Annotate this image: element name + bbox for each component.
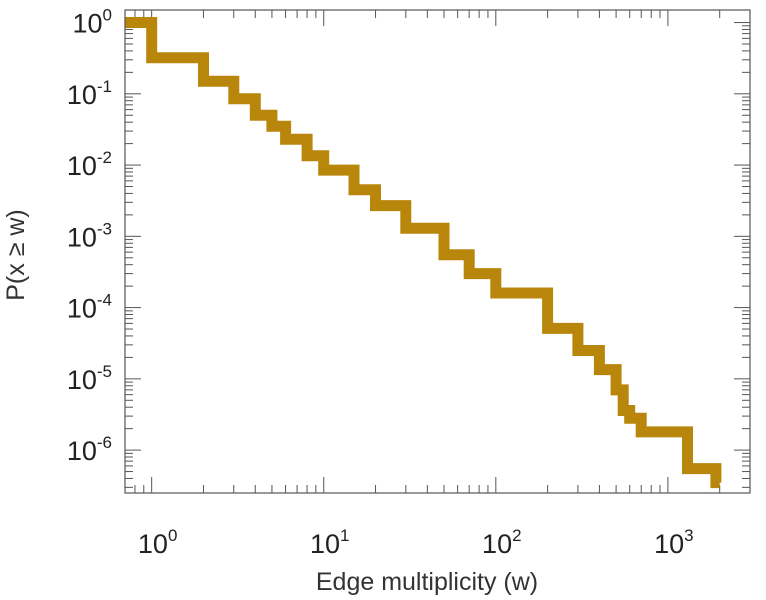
y-tick-label: 10-1 — [67, 77, 112, 110]
y-tick-label: 10-6 — [67, 433, 112, 466]
x-tick-label: 101 — [310, 526, 350, 559]
x-tick-label: 100 — [138, 526, 178, 559]
y-tick-labels: 100 10-1 10-2 10-3 10-4 10-5 10-6 — [67, 6, 112, 467]
x-tick-label: 102 — [482, 526, 522, 559]
plot-frame — [124, 9, 751, 494]
y-tick-label: 100 — [72, 6, 112, 39]
y-tick-label: 10-3 — [67, 219, 112, 252]
y-tick-label: 10-5 — [67, 362, 112, 395]
tick-marks — [124, 10, 751, 493]
y-tick-label: 10-4 — [67, 291, 112, 324]
x-tick-labels: 100 101 102 103 — [138, 526, 694, 559]
x-axis-title: Edge multiplicity (w) — [316, 568, 538, 596]
y-axis-title: P(x ≥ w) — [2, 209, 30, 301]
y-tick-label: 10-2 — [67, 148, 112, 181]
x-tick-label: 103 — [654, 526, 694, 559]
series-ccdf-line — [125, 17, 722, 489]
